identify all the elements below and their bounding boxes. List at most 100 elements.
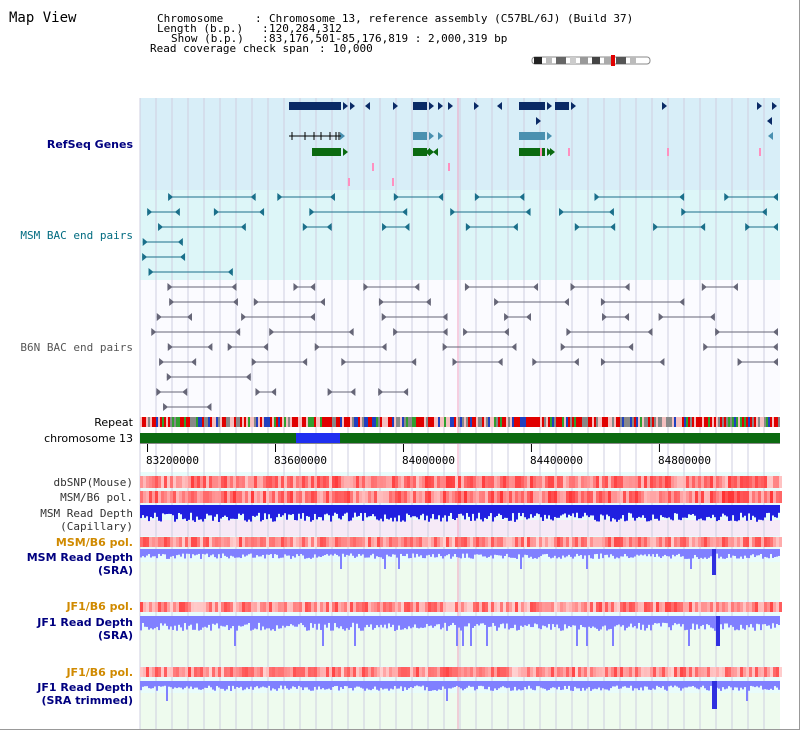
refseq-strand-arrow xyxy=(438,102,443,110)
msm-b6-pol-cell xyxy=(437,491,440,503)
msm-cap-depth-bar xyxy=(146,505,148,517)
track-label-jf1-read-depth-sra[interactable]: JF1 Read Depth (SRA) xyxy=(37,616,133,642)
msm-cap-depth-bar xyxy=(196,505,198,517)
jf1-sra-depth-bar xyxy=(722,616,724,630)
track-label-b6n-bac[interactable]: B6N BAC end pairs xyxy=(20,341,133,354)
jf1-sra-depth-bar xyxy=(242,616,244,627)
jf1-sra-depth-bar xyxy=(222,616,224,627)
jf1-trim-depth-bar xyxy=(394,681,396,687)
jf1-b6-pol-trim-cell xyxy=(629,667,632,677)
msm-b6-pol-cell xyxy=(653,491,656,503)
dbsnp-cell xyxy=(524,476,527,488)
dbsnp-cell xyxy=(572,476,575,488)
jf1-trim-depth-bar xyxy=(370,681,372,691)
jf1-sra-depth-bar xyxy=(272,616,274,630)
jf1-b6-pol-cell xyxy=(143,602,146,612)
track-label-dbsnp[interactable]: dbSNP(Mouse) xyxy=(53,476,133,489)
msm-cap-depth-bar xyxy=(654,505,656,519)
dbsnp-cell xyxy=(767,476,770,488)
msm-sra-depth-bar xyxy=(776,549,778,557)
chromosome-ideogram[interactable] xyxy=(530,52,652,66)
repeat-feature xyxy=(424,417,426,427)
b6n-bac-end-arrow xyxy=(658,313,664,321)
jf1-trim-depth-bar xyxy=(540,681,542,688)
jf1-b6-pol-cell xyxy=(659,602,662,612)
jf1-b6-pol-cell xyxy=(581,602,584,612)
refseq-gene-block xyxy=(519,148,545,156)
jf1-b6-pol-trim-cell xyxy=(203,667,206,677)
b6n-bac-end-arrow xyxy=(600,298,606,306)
dbsnp-cell xyxy=(608,476,611,488)
jf1-sra-depth-bar xyxy=(444,616,446,623)
msm-sra-depth-bar xyxy=(194,549,196,556)
repeat-feature xyxy=(264,417,266,427)
msm-b6-pol-cell xyxy=(263,491,266,503)
jf1-b6-pol-trim-cell xyxy=(665,667,668,677)
jf1-b6-pol-trim-cell xyxy=(398,667,401,677)
track-label-repeat[interactable]: Repeat xyxy=(94,416,133,429)
msm-cap-depth-bar xyxy=(396,505,398,522)
jf1-sra-depth-bar xyxy=(758,616,760,625)
repeat-feature xyxy=(390,417,392,427)
track-label-msm-read-depth-sra[interactable]: MSM Read Depth (SRA) xyxy=(26,551,133,577)
dbsnp-cell xyxy=(437,476,440,488)
jf1-b6-pol-trim-cell xyxy=(221,667,224,677)
msm-sra-depth-bar xyxy=(684,549,686,559)
jf1-sra-depth-bar xyxy=(740,616,742,625)
msm-cap-depth-bar xyxy=(754,505,756,518)
dbsnp-cell xyxy=(590,476,593,488)
track-label-chromosome[interactable]: chromosome 13 xyxy=(44,432,133,445)
jf1-trim-depth-bar xyxy=(354,681,356,688)
msm-b6-pol-sra-cell xyxy=(548,537,551,547)
track-label-msm-b6-pol-1[interactable]: MSM/B6 pol. xyxy=(60,491,133,504)
dbsnp-cell xyxy=(611,476,614,488)
dbsnp-cell xyxy=(440,476,443,488)
repeat-feature xyxy=(332,417,334,427)
repeat-feature xyxy=(364,417,366,427)
jf1-b6-pol-cell xyxy=(767,602,770,612)
jf1-trim-depth-bar xyxy=(616,681,618,686)
track-label-jf1-read-depth-trim[interactable]: JF1 Read Depth (SRA trimmed) xyxy=(37,681,133,707)
jf1-b6-pol-cell xyxy=(374,602,377,612)
msm-b6-pol-cell xyxy=(728,491,731,503)
jf1-trim-depth-bar xyxy=(454,681,456,688)
jf1-trim-depth-bar xyxy=(164,681,166,686)
jf1-sra-depth-bar xyxy=(376,616,378,626)
track-label-msm-b6-pol-2[interactable]: MSM/B6 pol. xyxy=(55,536,133,549)
msm-b6-pol-cell xyxy=(446,491,449,503)
msm-cap-depth-bar xyxy=(346,505,348,513)
jf1-sra-depth-bar xyxy=(676,616,678,625)
track-label-jf1-b6-pol-1[interactable]: JF1/B6 pol. xyxy=(66,600,133,613)
jf1-trim-depth-bar xyxy=(494,681,496,689)
repeat-feature xyxy=(646,417,648,427)
jf1-trim-depth-bar xyxy=(268,681,270,686)
repeat-feature xyxy=(766,417,768,427)
msm-b6-pol-sra-cell xyxy=(545,537,548,547)
msm-b6-pol-sra-cell xyxy=(509,537,512,547)
msm-cap-depth-bar xyxy=(430,505,432,519)
jf1-b6-pol-cell xyxy=(704,602,707,612)
repeat-feature xyxy=(682,417,684,427)
msm-b6-pol-sra-cell xyxy=(767,537,770,547)
msm-cap-depth-bar xyxy=(390,505,392,518)
track-label-msm-bac[interactable]: MSM BAC end pairs xyxy=(20,229,133,242)
track-label-jf1-b6-pol-2[interactable]: JF1/B6 pol. xyxy=(66,666,133,679)
track-label-msm-read-depth-cap[interactable]: MSM Read Depth (Capillary) xyxy=(40,507,133,533)
dbsnp-cell xyxy=(179,476,182,488)
msm-sra-depth-bar xyxy=(692,549,694,559)
msm-b6-pol-cell xyxy=(752,491,755,503)
jf1-b6-pol-trim-cell xyxy=(419,667,422,677)
jf1-trim-depth-bar xyxy=(600,681,602,691)
jf1-b6-pol-trim-cell xyxy=(197,667,200,677)
jf1-b6-pol-cell xyxy=(188,602,191,612)
msm-b6-pol-cell xyxy=(566,491,569,503)
track-label-refseq[interactable]: RefSeq Genes xyxy=(46,138,133,151)
msm-sra-depth-bar xyxy=(636,549,638,555)
repeat-feature xyxy=(662,417,664,427)
jf1-trim-depth-bar xyxy=(230,681,232,691)
jf1-b6-pol-cell xyxy=(146,602,149,612)
dbsnp-cell xyxy=(287,476,290,488)
msm-cap-depth-bar xyxy=(572,505,574,514)
msm-b6-pol-sra-cell xyxy=(296,537,299,547)
msm-b6-pol-cell xyxy=(359,491,362,503)
